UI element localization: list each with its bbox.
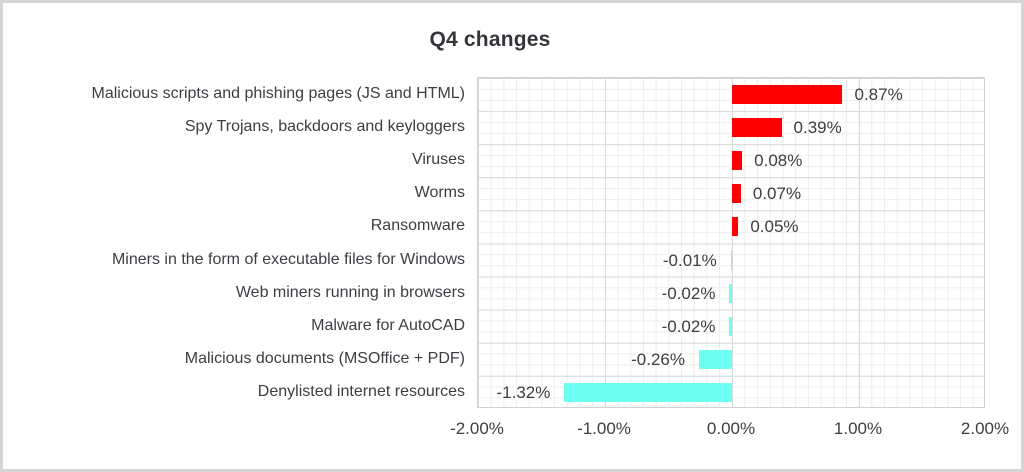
x-tick-label: 2.00%: [960, 419, 1010, 438]
bar-value-label: -0.26%: [631, 349, 685, 369]
bar-value-label: 0.08%: [754, 151, 803, 171]
x-tick-label: -1.00%: [577, 419, 631, 438]
bar: [729, 283, 732, 303]
bar-value-label: -1.32%: [496, 382, 551, 402]
category-label: Spy Trojans, backdoors and keyloggers: [184, 118, 465, 136]
x-tick-label: -2.00%: [450, 419, 504, 438]
category-label: Malware for AutoCAD: [311, 316, 465, 334]
category-label: Web miners running in browsers: [235, 283, 465, 301]
x-tick-label: 0.00%: [706, 419, 756, 438]
category-label: Malicious documents (MSOffice + PDF): [184, 349, 465, 367]
chart-title: Q4 changes: [429, 28, 551, 51]
bar: [732, 118, 782, 138]
bar-value-label: -0.01%: [662, 250, 717, 270]
category-label: Denylisted internet resources: [257, 382, 465, 400]
category-label: Ransomware: [370, 217, 465, 235]
bar: [730, 250, 732, 270]
bar: [732, 85, 843, 105]
bar-value-label: 0.05%: [750, 217, 799, 237]
plot-area: 0.87% 0.39% 0.08% 0.07% 0.05% -0.01% -0.02% -0.…: [477, 77, 985, 408]
category-label: Viruses: [411, 151, 465, 169]
bar: [732, 151, 743, 171]
category-label: Worms: [414, 184, 465, 202]
x-axis: -2.00% -1.00% 0.00% 1.00% 2.00%: [0, 419, 1024, 445]
bar: [698, 349, 732, 369]
category-label: Malicious scripts and phishing pages (JS…: [91, 85, 466, 102]
x-tick-label: 1.00%: [833, 419, 883, 438]
bar-value-label: -0.02%: [661, 316, 716, 336]
bar: [732, 184, 741, 204]
bar-value-label: -0.02%: [661, 283, 716, 303]
bar: [564, 382, 732, 402]
bar: [732, 217, 739, 237]
bar: [729, 316, 732, 336]
category-label: Miners in the form of executable files f…: [111, 250, 465, 268]
bar-value-label: 0.87%: [854, 85, 903, 104]
bar-value-label: 0.07%: [752, 184, 802, 204]
bar-value-label: 0.39%: [793, 118, 842, 138]
category-axis: Malicious scripts and phishing pages (JS…: [0, 77, 466, 408]
